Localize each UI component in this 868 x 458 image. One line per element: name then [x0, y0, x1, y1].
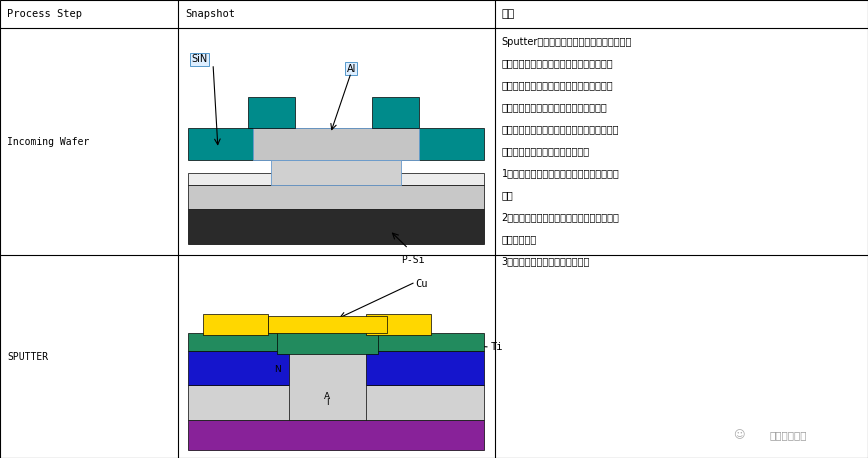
Text: SiN: SiN	[191, 55, 207, 64]
Text: 理是在高真空的状态中冲入氬气，在强电场: 理是在高真空的状态中冲入氬气，在强电场	[502, 59, 614, 69]
Bar	[188, 209, 484, 244]
Text: 面，使靶原子脉离表面溅射（沉积）到硅片表: 面，使靶原子脉离表面溅射（沉积）到硅片表	[502, 125, 619, 135]
Text: 染；: 染；	[502, 191, 514, 201]
Text: 的作用下使气体辉光放电，产生氬正离子，: 的作用下使气体辉光放电，产生氬正离子，	[502, 81, 614, 91]
Text: Ti: Ti	[490, 342, 503, 352]
Bar	[366, 314, 431, 335]
Text: P-Si: P-Si	[402, 255, 425, 265]
Text: 封装工艺精进: 封装工艺精进	[770, 430, 807, 440]
Text: Process Step: Process Step	[7, 9, 82, 19]
Text: 覆盖性能好；: 覆盖性能好；	[502, 234, 537, 245]
Bar	[277, 324, 378, 354]
Bar	[188, 385, 484, 420]
Bar	[268, 316, 386, 333]
Text: l: l	[326, 398, 329, 407]
Text: 2、能在大面积上淠积厚度均匀的薄膜，台阶: 2、能在大面积上淠积厚度均匀的薄膜，台阶	[502, 213, 620, 223]
Text: Snapshot: Snapshot	[185, 9, 235, 19]
Text: Cu: Cu	[416, 279, 428, 289]
Text: Incoming Wafer: Incoming Wafer	[7, 137, 89, 147]
Text: SPUTTER: SPUTTER	[7, 352, 48, 361]
Text: 说明: 说明	[502, 9, 515, 19]
Bar	[372, 97, 419, 128]
Text: A: A	[325, 393, 331, 401]
Text: ☺: ☺	[733, 430, 745, 440]
Bar	[188, 350, 484, 385]
Bar	[188, 185, 484, 209]
Bar	[188, 333, 484, 350]
Text: 面形成薄膜。它具有以下的优点：: 面形成薄膜。它具有以下的优点：	[502, 147, 590, 157]
Bar	[203, 314, 268, 335]
Text: N: N	[273, 365, 280, 374]
Text: Al: Al	[346, 64, 356, 74]
Text: Sputter是真空镰膜的一种方式。它的工作原: Sputter是真空镰膜的一种方式。它的工作原	[502, 37, 632, 47]
Bar	[271, 160, 402, 185]
Bar	[188, 128, 484, 160]
Bar	[253, 128, 419, 160]
Text: 1、不用蜀发源加热器，避免了加热材料的污: 1、不用蜀发源加热器，避免了加热材料的污	[502, 169, 620, 179]
Text: 3、淠积层与硅片补底附着力强。: 3、淠积层与硅片补底附着力强。	[502, 256, 590, 267]
Bar	[188, 173, 484, 185]
Bar	[289, 350, 366, 420]
Bar	[247, 97, 295, 128]
Text: 并加速形成高能量的离子流谪击在靶材表: 并加速形成高能量的离子流谪击在靶材表	[502, 103, 608, 113]
Bar	[188, 420, 484, 450]
